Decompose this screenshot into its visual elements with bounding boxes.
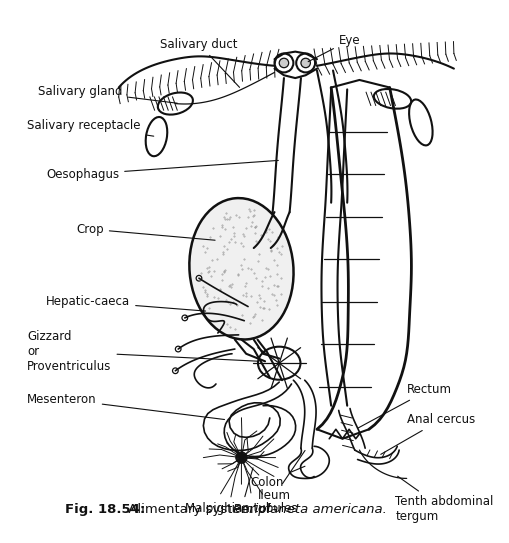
Text: Rectum: Rectum <box>358 383 451 428</box>
Text: Salivary duct: Salivary duct <box>160 37 240 87</box>
Circle shape <box>279 58 289 68</box>
Circle shape <box>236 452 247 463</box>
Text: Periplaneta americana.: Periplaneta americana. <box>233 503 387 516</box>
Text: Hepatic-caeca: Hepatic-caeca <box>46 295 206 311</box>
Text: Gizzard
or
Proventriculus: Gizzard or Proventriculus <box>27 330 258 374</box>
Text: Colon: Colon <box>250 466 305 489</box>
Text: Eye: Eye <box>308 34 360 62</box>
Text: Oesophagus: Oesophagus <box>46 160 278 181</box>
Text: Malpighian tubules: Malpighian tubules <box>185 468 298 515</box>
Text: Alimentary system of: Alimentary system of <box>124 503 275 516</box>
Text: Fig. 18.54:: Fig. 18.54: <box>65 503 145 516</box>
Text: Crop: Crop <box>76 223 215 240</box>
Text: Anal cercus: Anal cercus <box>381 413 475 454</box>
Ellipse shape <box>189 198 294 339</box>
Text: Ileum: Ileum <box>258 451 305 502</box>
Text: Salivary gland: Salivary gland <box>39 85 177 103</box>
Text: Mesenteron: Mesenteron <box>27 393 224 420</box>
Circle shape <box>301 58 310 68</box>
Text: Salivary receptacle: Salivary receptacle <box>27 119 154 136</box>
Text: Tenth abdominal
tergum: Tenth abdominal tergum <box>395 476 494 523</box>
